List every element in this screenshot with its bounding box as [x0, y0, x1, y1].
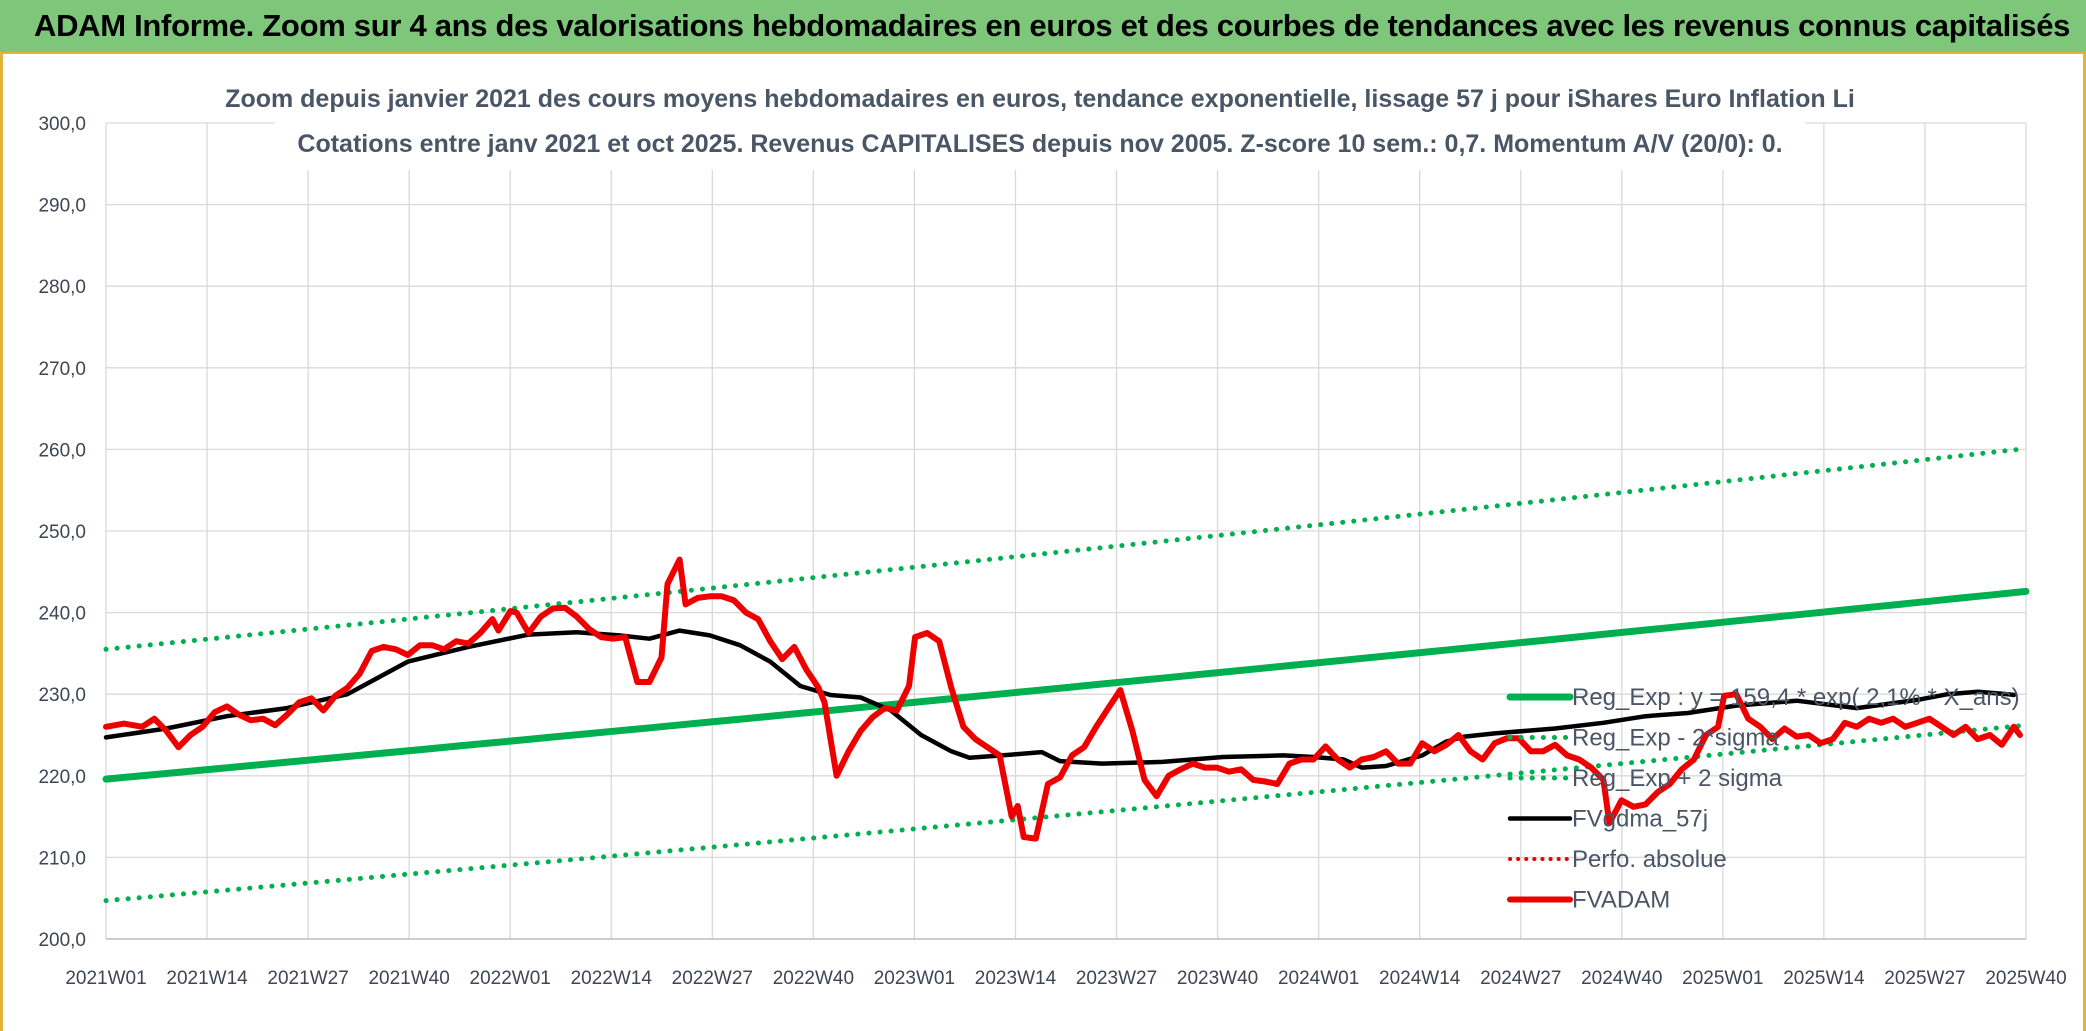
y-tick-label: 270,0	[38, 359, 86, 380]
x-tick-label: 2024W27	[1480, 968, 1561, 989]
x-tick-label: 2023W14	[975, 968, 1057, 989]
title-backdrop	[275, 78, 1805, 170]
y-tick-label: 200,0	[38, 930, 86, 951]
y-tick-label: 210,0	[38, 848, 86, 869]
x-tick-label: 2024W14	[1379, 968, 1461, 989]
y-tick-label: 240,0	[38, 604, 86, 625]
x-tick-label: 2024W40	[1581, 968, 1662, 989]
x-tick-label: 2025W40	[1985, 968, 2066, 989]
x-tick-label: 2022W01	[470, 968, 551, 989]
series-line-1	[103, 722, 2029, 904]
y-tick-label: 260,0	[38, 440, 86, 461]
series-line-2	[103, 446, 2029, 652]
x-tick-label: 2021W01	[65, 968, 146, 989]
x-tick-label: 2022W40	[773, 968, 854, 989]
legend: Reg_Exp : y = 159,4 * exp( 2,1% * X_ans)…	[1506, 684, 2020, 914]
x-tick-label: 2023W01	[874, 968, 955, 989]
x-tick-label: 2021W14	[166, 968, 248, 989]
legend-label-1: Reg_Exp - 2*sigma	[1572, 725, 1779, 752]
chart-frame	[0, 54, 2086, 1031]
grid	[105, 122, 2027, 940]
x-tick-label: 2021W40	[368, 968, 449, 989]
x-tick-label: 2025W27	[1884, 968, 1965, 989]
legend-label-2: Reg_Exp + 2 sigma	[1572, 765, 1783, 792]
x-tick-label: 2024W01	[1278, 968, 1359, 989]
chart-subtitle: Cotations entre janv 2021 et oct 2025. R…	[297, 130, 1782, 158]
y-tick-label: 280,0	[38, 277, 86, 298]
x-tick-label: 2021W27	[267, 968, 348, 989]
series-line-3	[103, 628, 2017, 770]
series-layer	[102, 446, 2030, 904]
y-tick-label: 290,0	[38, 196, 86, 217]
x-tick-label: 2025W14	[1783, 968, 1865, 989]
y-tick-label: 300,0	[38, 114, 86, 135]
series-line-5	[103, 556, 2023, 842]
x-tick-label: 2022W27	[672, 968, 753, 989]
y-axis: 300,0 290,0 280,0 270,0 260,0 250,0 240,0 230,0…	[38, 114, 86, 951]
legend-label-4: Perfo. absolue	[1572, 846, 1727, 873]
x-tick-label: 2023W40	[1177, 968, 1258, 989]
legend-label-0: Reg_Exp : y = 159,4 * exp( 2,1% * X_ans)	[1572, 684, 2020, 711]
banner: ADAM Informe. Zoom sur 4 ans des valoris…	[0, 0, 2086, 54]
x-tick-label: 2023W27	[1076, 968, 1157, 989]
x-tick-label: 2022W14	[571, 968, 653, 989]
legend-label-5: FVADAM	[1572, 887, 1670, 914]
legend-label-3: FVgdma_57j	[1572, 806, 1708, 833]
chart-title: Zoom depuis janvier 2021 des cours moyen…	[225, 85, 1855, 113]
x-tick-label: 2025W01	[1682, 968, 1763, 989]
series-line-0	[102, 587, 2030, 783]
y-tick-label: 250,0	[38, 522, 86, 543]
banner-title: ADAM Informe. Zoom sur 4 ans des valoris…	[34, 8, 2071, 43]
y-tick-label: 220,0	[38, 767, 86, 788]
x-axis: 2021W01 2021W14 2021W27 2021W40 2022W01 2022W…	[65, 968, 2066, 989]
y-tick-label: 230,0	[38, 685, 86, 706]
